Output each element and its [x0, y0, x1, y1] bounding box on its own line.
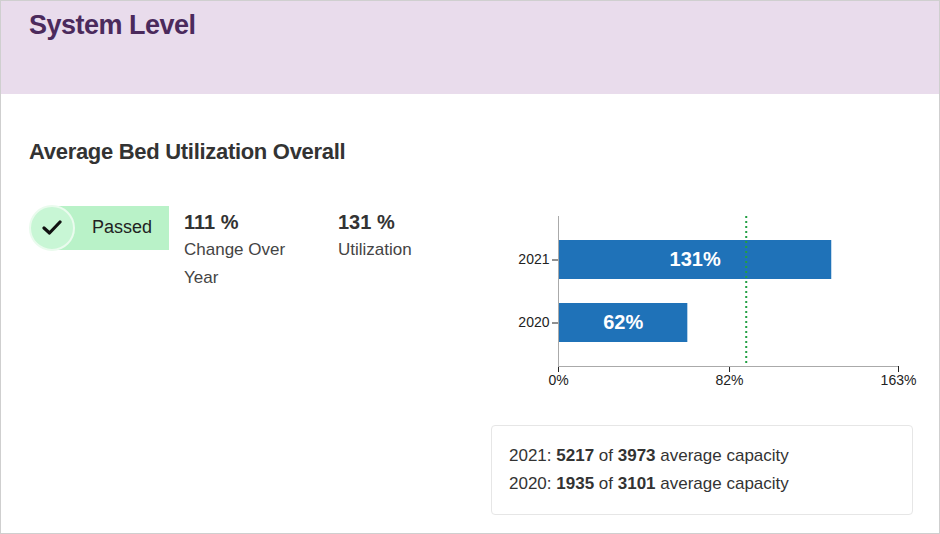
svg-text:163%: 163% — [881, 372, 917, 388]
svg-text:0%: 0% — [548, 372, 568, 388]
html-text:System Level: System Level — [29, 10, 196, 40]
html-text:Average Bed Utilization Overal: Average Bed Utilization Overall — [29, 139, 346, 164]
svg-text:131%: 131% — [670, 248, 721, 270]
svg-text:82%: 82% — [716, 372, 744, 388]
svg-text:2021: 2021 — [518, 251, 549, 267]
html-text:Utilization: Utilization — [338, 240, 412, 259]
html-text:111 %: 111 % — [184, 211, 239, 233]
html-text:2020: 1935 of 3101 average cap: 2020: 1935 of 3101 average capacity — [509, 474, 789, 493]
html-text:2021: 5217 of 3973 average cap: 2021: 5217 of 3973 average capacity — [509, 446, 789, 465]
html-text:131 %: 131 % — [338, 211, 395, 233]
html-text:Change Over Year: Change Over Year — [184, 240, 286, 287]
svg-text:62%: 62% — [603, 311, 643, 333]
svg-text:2020: 2020 — [518, 314, 549, 330]
html-text:Passed: Passed — [92, 217, 152, 237]
